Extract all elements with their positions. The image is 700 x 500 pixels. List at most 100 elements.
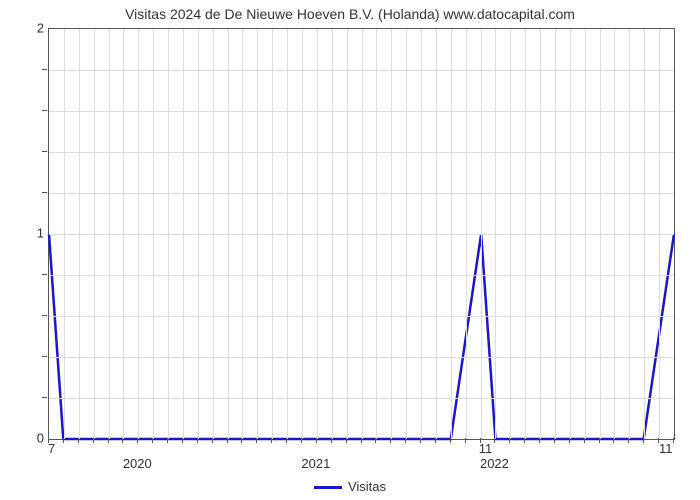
x-minor-tick <box>539 438 540 443</box>
chart-title: Visitas 2024 de De Nieuwe Hoeven B.V. (H… <box>0 6 700 22</box>
grid-line-v-month <box>153 29 154 439</box>
chart-container: Visitas 2024 de De Nieuwe Hoeven B.V. (H… <box>0 0 700 500</box>
legend-swatch <box>314 486 342 489</box>
grid-line-v-month <box>540 29 541 439</box>
x-axis-label: 2022 <box>480 456 509 471</box>
grid-line-v-month <box>376 29 377 439</box>
grid-line-v-month <box>391 29 392 439</box>
x-minor-tick <box>643 438 644 443</box>
x-minor-tick <box>494 438 495 443</box>
grid-line-v-month <box>287 29 288 439</box>
y-minor-tick <box>42 192 47 193</box>
y-minor-tick <box>42 274 47 275</box>
x-minor-tick <box>465 438 466 443</box>
y-minor-tick <box>42 151 47 152</box>
grid-line-v-month <box>481 29 482 439</box>
grid-line-v-month <box>555 29 556 439</box>
x-minor-tick <box>613 438 614 443</box>
x-minor-tick <box>241 438 242 443</box>
grid-line-v-month <box>168 29 169 439</box>
y-minor-tick <box>42 110 47 111</box>
x-minor-tick <box>554 438 555 443</box>
plot-area <box>48 28 675 440</box>
x-minor-tick <box>152 438 153 443</box>
y-minor-tick <box>42 397 47 398</box>
legend-label: Visitas <box>348 479 386 494</box>
grid-line-v-month <box>421 29 422 439</box>
x-minor-tick <box>375 438 376 443</box>
grid-line-v-month <box>525 29 526 439</box>
x-minor-tick <box>122 438 123 443</box>
grid-line-v-month <box>213 29 214 439</box>
grid-line-v-month <box>257 29 258 439</box>
grid-line-v-month <box>302 29 303 439</box>
x-minor-tick <box>390 438 391 443</box>
x-minor-tick <box>569 438 570 443</box>
y-axis-label: 1 <box>37 226 44 241</box>
x-minor-tick <box>63 438 64 443</box>
grid-line-v-month <box>198 29 199 439</box>
grid-line-v-month <box>614 29 615 439</box>
grid-line-v-month <box>659 29 660 439</box>
x-minor-tick <box>301 438 302 443</box>
grid-line-v-month <box>600 29 601 439</box>
x-minor-tick <box>212 438 213 443</box>
x-minor-tick <box>509 438 510 443</box>
y-minor-tick <box>42 69 47 70</box>
x-minor-tick <box>599 438 600 443</box>
x-minor-tick <box>108 438 109 443</box>
x-minor-tick <box>271 438 272 443</box>
x-minor-tick <box>286 438 287 443</box>
grid-line-v-month <box>510 29 511 439</box>
extra-axis-label: 11 <box>659 441 673 456</box>
grid-line-v-month <box>79 29 80 439</box>
legend: Visitas <box>0 479 700 494</box>
grid-line-v-month <box>347 29 348 439</box>
grid-line-v-month <box>585 29 586 439</box>
x-minor-tick <box>331 438 332 443</box>
x-minor-tick <box>346 438 347 443</box>
grid-line-v-month <box>451 29 452 439</box>
grid-line-v-month <box>138 29 139 439</box>
x-minor-tick <box>673 438 674 443</box>
grid-line-v-month <box>317 29 318 439</box>
x-minor-tick <box>361 438 362 443</box>
x-minor-tick <box>182 438 183 443</box>
x-minor-tick <box>405 438 406 443</box>
grid-line-v-month <box>436 29 437 439</box>
x-axis-label: 2020 <box>123 456 152 471</box>
y-minor-tick <box>42 356 47 357</box>
grid-line-v-month <box>332 29 333 439</box>
x-minor-tick <box>316 438 317 443</box>
grid-line-v-month <box>183 29 184 439</box>
y-axis-label: 0 <box>37 431 44 446</box>
grid-line-v-month <box>64 29 65 439</box>
x-minor-tick <box>450 438 451 443</box>
grid-line-v-month <box>570 29 571 439</box>
x-minor-tick <box>256 438 257 443</box>
x-minor-tick <box>227 438 228 443</box>
x-minor-tick <box>78 438 79 443</box>
grid-line-v-month <box>362 29 363 439</box>
grid-line-v-month <box>629 29 630 439</box>
x-minor-tick <box>93 438 94 443</box>
grid-line-v-month <box>94 29 95 439</box>
y-axis-label: 2 <box>37 21 44 36</box>
grid-line-v-month <box>272 29 273 439</box>
x-axis-label: 2021 <box>301 456 330 471</box>
grid-line-v-month <box>242 29 243 439</box>
x-minor-tick <box>167 438 168 443</box>
grid-line-v-month <box>466 29 467 439</box>
y-minor-tick <box>42 315 47 316</box>
grid-line-v-month <box>109 29 110 439</box>
x-minor-tick <box>584 438 585 443</box>
x-minor-tick <box>137 438 138 443</box>
grid-line-v-month <box>123 29 124 439</box>
grid-line-v-month <box>406 29 407 439</box>
x-minor-tick <box>435 438 436 443</box>
x-minor-tick <box>628 438 629 443</box>
grid-line-v-month <box>644 29 645 439</box>
extra-axis-label: 11 <box>479 441 493 456</box>
extra-axis-label: 7 <box>48 441 55 456</box>
x-minor-tick <box>420 438 421 443</box>
